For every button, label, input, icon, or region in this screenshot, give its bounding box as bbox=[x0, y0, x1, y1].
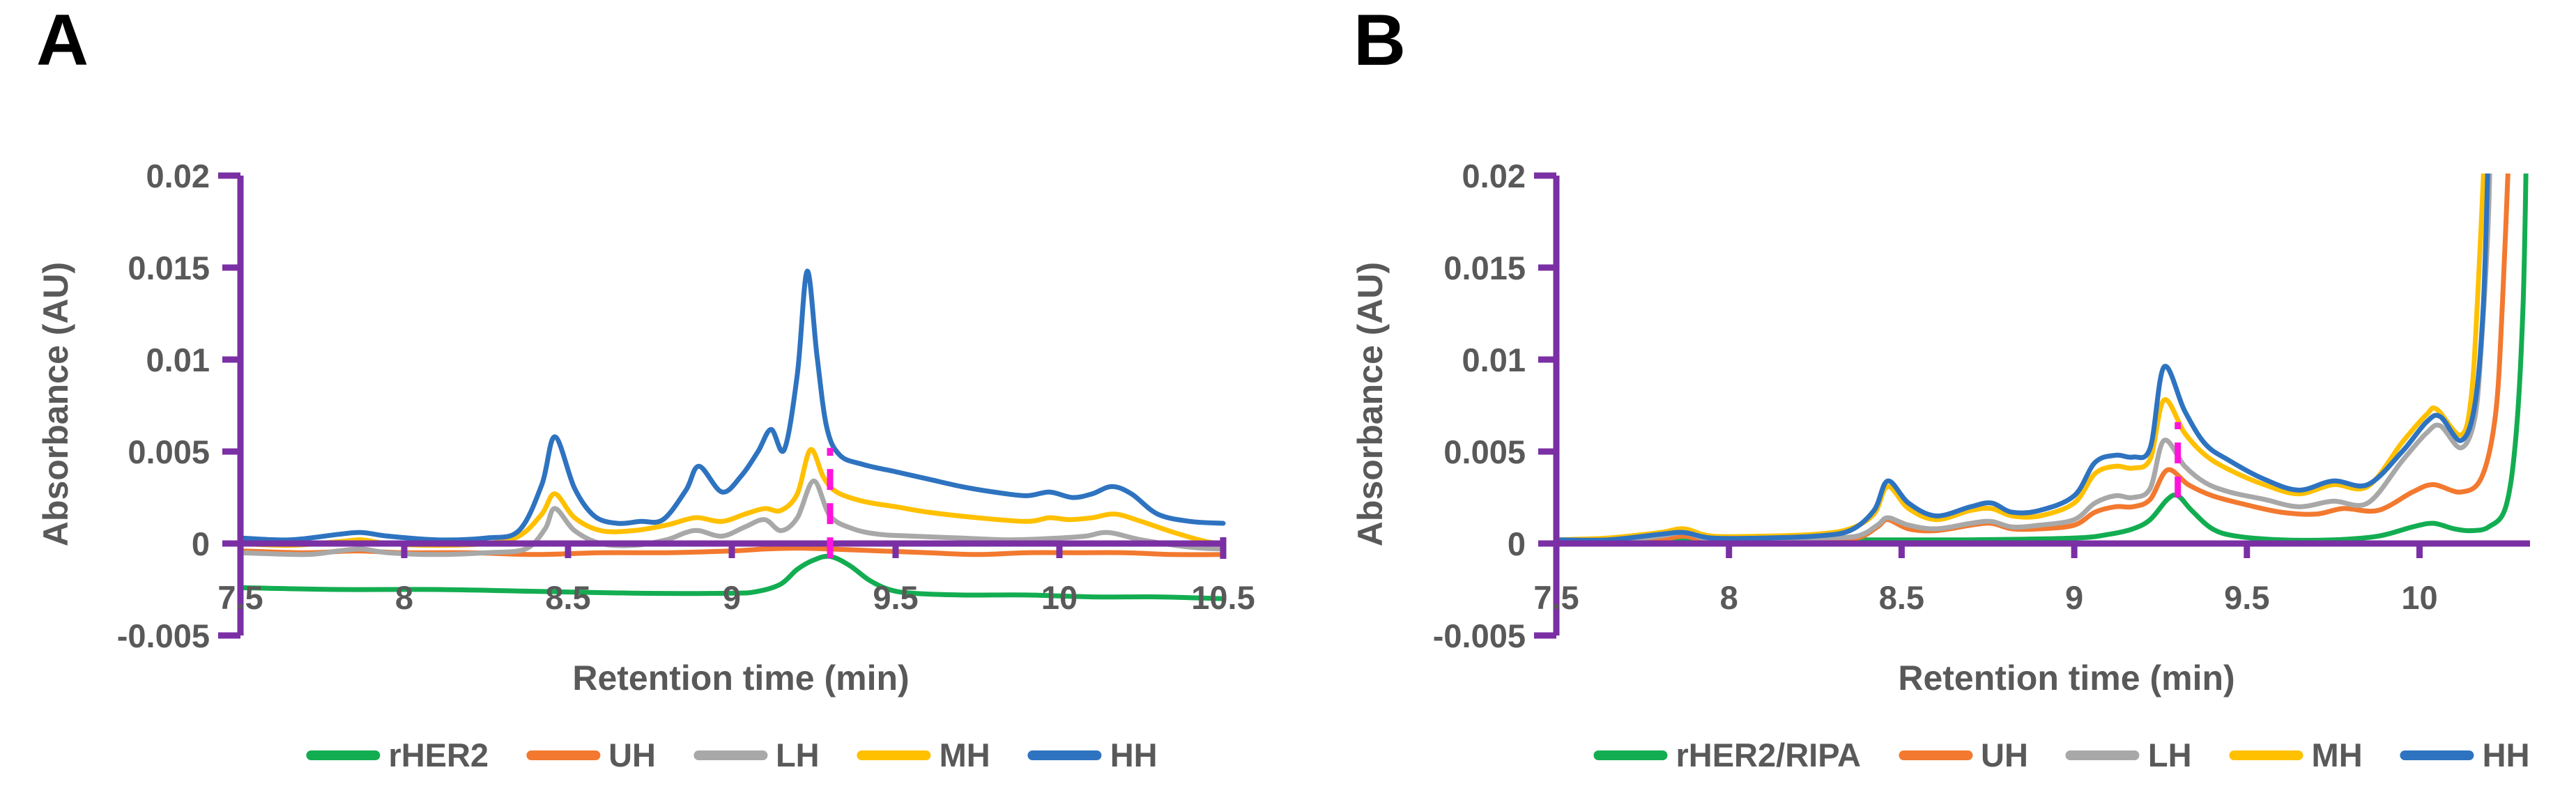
legend-label: HH bbox=[1110, 737, 1158, 773]
y-tick-label: 0.015 bbox=[1443, 249, 1526, 286]
x-tick-label: 9.5 bbox=[873, 579, 918, 616]
legend-item-LH: LH bbox=[2065, 737, 2192, 773]
y-tick-label: 0 bbox=[1508, 525, 1526, 562]
legend-label: rHER2 bbox=[388, 737, 489, 773]
legend-item-UH: UH bbox=[526, 739, 656, 771]
legend-label: rHER2/RIPA bbox=[1676, 737, 1861, 773]
legend-color-chip bbox=[306, 750, 381, 760]
legend-item-rHER2: rHER2 bbox=[306, 739, 489, 771]
legend-label: LH bbox=[775, 737, 820, 773]
panel-A-tick-labels: -0.005 0 0.005 0.01 0.015 0.02 7.5 8 8.5 9 9.5 10 10… bbox=[117, 157, 1255, 654]
panel-a-y-axis-title: Absorbance (AU) bbox=[36, 261, 75, 547]
panel-b-legend: rHER2/RIPA UH LH MH HH bbox=[1593, 737, 2530, 773]
legend-item-MH: MH bbox=[2229, 737, 2363, 773]
legend-item-UH: UH bbox=[1899, 739, 2028, 771]
panel-a-x-axis-title: Retention time (min) bbox=[572, 658, 910, 698]
panel-b-x-axis-title: Retention time (min) bbox=[1898, 658, 2235, 698]
y-tick-label: 0.005 bbox=[1443, 433, 1526, 470]
panel-B-axes bbox=[1534, 172, 2530, 639]
series-LH-line bbox=[1554, 174, 2492, 545]
legend-color-chip bbox=[857, 750, 931, 760]
x-tick-label: 10 bbox=[1041, 579, 1078, 616]
x-tick-label: 8 bbox=[395, 579, 413, 616]
series-rHER2/RIPA-line bbox=[1554, 174, 2529, 543]
x-tick-label: 9 bbox=[723, 579, 741, 616]
panel-B-plot-area bbox=[1554, 174, 2529, 546]
x-tick-label: 10.5 bbox=[1191, 579, 1255, 616]
legend-item-HH: HH bbox=[2400, 739, 2530, 771]
x-tick-label: 7.5 bbox=[217, 579, 263, 616]
panel-a-legend: rHER2 UH LH MH HH bbox=[306, 737, 1158, 773]
y-tick-label: 0.005 bbox=[128, 433, 210, 470]
x-tick-label: 8.5 bbox=[545, 579, 590, 616]
x-tick-label: 8.5 bbox=[1879, 579, 1924, 616]
legend-item-LH: LH bbox=[693, 739, 820, 771]
series-LH-line bbox=[238, 478, 1226, 557]
legend-item-HH: HH bbox=[1027, 737, 1158, 773]
series-HH-line bbox=[238, 268, 1226, 543]
legend-label: MH bbox=[939, 737, 990, 773]
series-rHER2-line bbox=[238, 553, 1226, 601]
legend-color-chip bbox=[2400, 750, 2474, 760]
y-tick-label: 0.01 bbox=[1462, 341, 1526, 378]
legend-color-chip bbox=[1899, 750, 1972, 760]
legend-label: HH bbox=[2482, 737, 2530, 773]
legend-item-rHER2-RIPA: rHER2/RIPA bbox=[1593, 739, 1861, 771]
y-tick-label: 0.01 bbox=[146, 341, 210, 378]
x-tick-label: 8 bbox=[1720, 579, 1738, 616]
y-tick-label: -0.005 bbox=[117, 617, 210, 654]
x-tick-label: 9 bbox=[2065, 579, 2083, 616]
legend-color-chip bbox=[526, 750, 601, 760]
legend-label: MH bbox=[2311, 737, 2363, 773]
series-HH-line bbox=[1554, 174, 2490, 543]
y-tick-label: 0.02 bbox=[1462, 157, 1526, 194]
x-tick-label: 9.5 bbox=[2224, 579, 2269, 616]
panel-a-letter: A bbox=[36, 0, 89, 81]
y-tick-label: 0 bbox=[192, 525, 210, 562]
panel-B-tick-labels: -0.005 0 0.005 0.01 0.015 0.02 7.5 8 8.5 9 9.5 10 bbox=[1433, 157, 2438, 654]
y-tick-label: 0.015 bbox=[128, 249, 210, 286]
series-MH-line bbox=[1554, 174, 2486, 543]
legend-item-MH: MH bbox=[857, 739, 990, 771]
y-tick-label: 0.02 bbox=[146, 157, 210, 194]
legend-color-chip bbox=[2229, 750, 2303, 760]
legend-color-chip bbox=[1593, 750, 1668, 760]
legend-label: UH bbox=[608, 737, 656, 773]
panel-b-y-axis-title: Absorbance (AU) bbox=[1351, 261, 1390, 547]
legend-label: UH bbox=[1981, 737, 2028, 773]
panel-A-axes bbox=[218, 172, 1227, 639]
legend-color-chip bbox=[1027, 750, 1102, 760]
legend-label: LH bbox=[2147, 737, 2192, 773]
x-tick-label: 7.5 bbox=[1533, 579, 1579, 616]
y-tick-label: -0.005 bbox=[1433, 617, 1526, 654]
legend-color-chip bbox=[693, 750, 767, 760]
panel-b-letter: B bbox=[1354, 0, 1406, 81]
x-tick-label: 10 bbox=[2401, 579, 2437, 616]
legend-color-chip bbox=[2065, 750, 2140, 760]
